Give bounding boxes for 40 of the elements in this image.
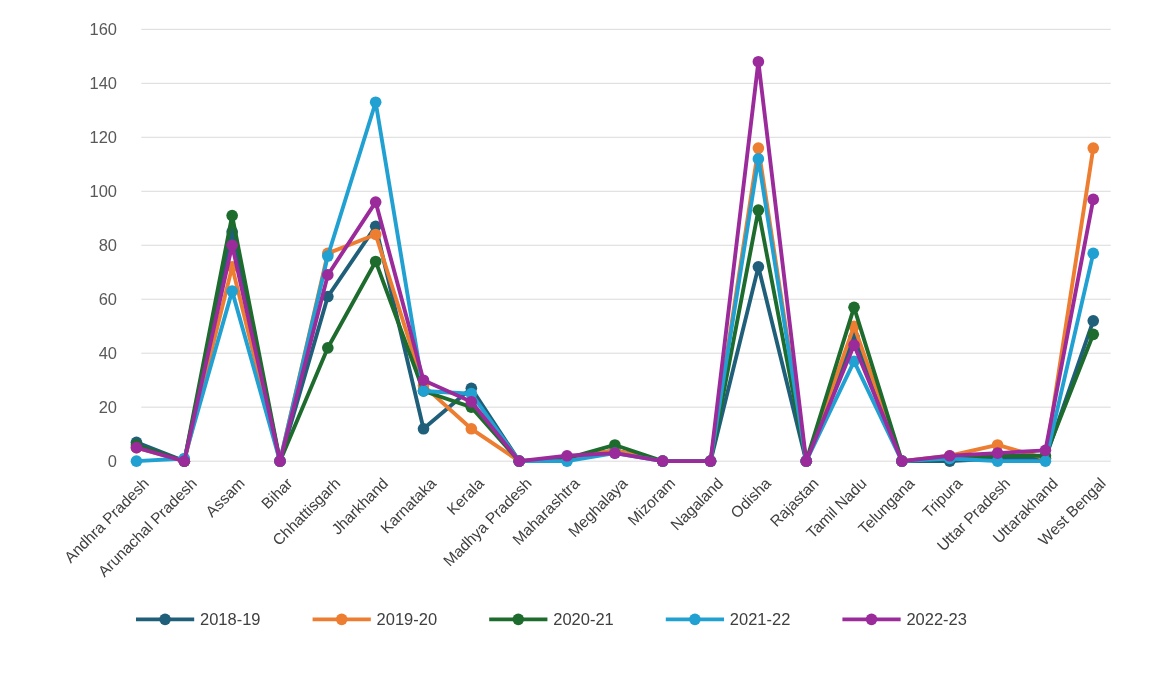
point xyxy=(752,153,765,165)
point xyxy=(752,142,765,154)
y-tick-label: 60 xyxy=(98,290,118,309)
legend-label: 2018-19 xyxy=(200,610,261,629)
point xyxy=(322,269,334,281)
point xyxy=(369,196,382,208)
point xyxy=(226,285,238,297)
point xyxy=(369,228,382,241)
point xyxy=(752,55,765,68)
point xyxy=(848,301,860,314)
point xyxy=(1087,247,1100,260)
point xyxy=(1039,444,1052,457)
point xyxy=(1087,328,1100,341)
legend-label: 2019-20 xyxy=(376,610,438,629)
y-tick-label: 140 xyxy=(89,74,118,93)
point xyxy=(1087,142,1100,154)
legend-label: 2022-23 xyxy=(906,610,967,629)
y-tick-label: 20 xyxy=(98,397,118,416)
point xyxy=(369,255,382,268)
legend-label: 2020-21 xyxy=(553,610,614,629)
y-tick-label: 80 xyxy=(98,236,118,255)
y-tick-label: 40 xyxy=(98,343,118,362)
point xyxy=(417,374,430,387)
point xyxy=(465,422,478,435)
y-tick-label: 0 xyxy=(107,451,118,470)
point xyxy=(848,339,860,351)
point xyxy=(130,455,143,467)
y-tick-label: 120 xyxy=(89,128,118,147)
point xyxy=(226,209,238,222)
point xyxy=(417,422,430,435)
point xyxy=(369,96,382,109)
y-tick-label: 100 xyxy=(89,182,118,201)
point xyxy=(322,341,334,354)
point xyxy=(1087,315,1100,327)
point xyxy=(1087,193,1100,206)
point xyxy=(752,261,765,273)
point xyxy=(752,204,765,216)
point xyxy=(465,395,478,408)
legend-label: 2021-22 xyxy=(729,610,791,629)
y-tick-label: 160 xyxy=(89,20,118,39)
